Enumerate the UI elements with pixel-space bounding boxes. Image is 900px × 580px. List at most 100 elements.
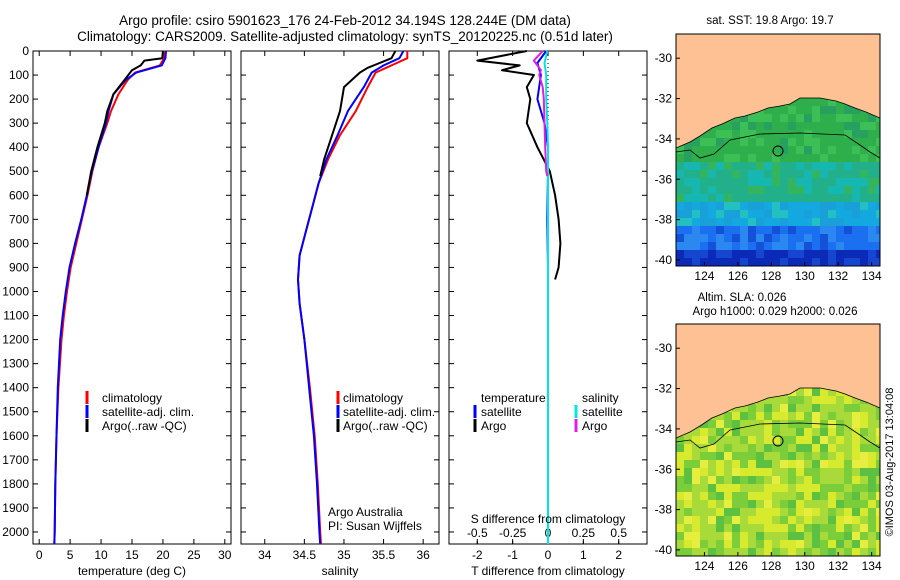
- heatmap-cell: [860, 202, 868, 210]
- heatmap-cell: [708, 170, 716, 178]
- heatmap-cell: [836, 444, 844, 452]
- heatmap-cell: [844, 242, 852, 250]
- heatmap-cell: [772, 178, 780, 186]
- lon-tick-label: 124: [694, 269, 714, 283]
- heatmap-cell: [812, 178, 820, 186]
- heatmap-cell: [716, 170, 724, 178]
- heatmap-cell: [772, 186, 780, 194]
- heatmap-cell: [756, 540, 764, 548]
- heatmap-cell: [788, 226, 796, 234]
- heatmap-cell: [780, 258, 788, 266]
- lat-tick-label: -30: [655, 51, 673, 65]
- heatmap-cell: [804, 492, 812, 500]
- heatmap-cell: [788, 138, 796, 146]
- heatmap-cell: [764, 138, 772, 146]
- heatmap-cell: [740, 130, 748, 138]
- heatmap-cell: [828, 444, 836, 452]
- heatmap-cell: [796, 532, 804, 540]
- heatmap-cell: [716, 250, 724, 258]
- heatmap-cell: [868, 540, 876, 548]
- legend-label-argo: Argo(..raw -QC): [102, 419, 187, 433]
- heatmap-cell: [740, 540, 748, 548]
- heatmap-cell: [684, 234, 692, 242]
- heatmap-cell: [828, 154, 836, 162]
- heatmap-cell: [852, 186, 860, 194]
- heatmap-cell: [812, 162, 820, 170]
- heatmap-cell: [676, 234, 684, 242]
- heatmap-cell: [860, 412, 868, 420]
- heatmap-cell: [852, 420, 860, 428]
- heatmap-cell: [780, 146, 788, 154]
- heatmap-cell: [876, 524, 880, 532]
- heatmap-cell: [780, 154, 788, 162]
- heatmap-cell: [676, 436, 684, 444]
- heatmap-cell: [852, 170, 860, 178]
- heatmap-cell: [836, 460, 844, 468]
- heatmap-cell: [852, 218, 860, 226]
- heatmap-cell: [748, 194, 756, 202]
- heatmap-cell: [724, 420, 732, 428]
- heatmap-cell: [764, 444, 772, 452]
- heatmap-cell: [804, 412, 812, 420]
- heatmap-cell: [820, 250, 828, 258]
- heatmap-cell: [756, 468, 764, 476]
- heatmap-cell: [732, 436, 740, 444]
- heatmap-cell: [796, 516, 804, 524]
- heatmap-cell: [876, 412, 880, 420]
- heatmap-cell: [796, 452, 804, 460]
- difference-xlabel-top: S difference from climatology: [471, 512, 626, 526]
- heatmap-cell: [812, 428, 820, 436]
- heatmap-cell: [868, 122, 876, 130]
- heatmap-cell: [716, 508, 724, 516]
- heatmap-cell: [844, 162, 852, 170]
- heatmap-cell: [804, 524, 812, 532]
- heatmap-cell: [868, 532, 876, 540]
- heatmap-cell: [732, 162, 740, 170]
- heatmap-cell: [724, 170, 732, 178]
- heatmap-cell: [700, 178, 708, 186]
- heatmap-cell: [764, 146, 772, 154]
- x-tick-label: 5: [67, 548, 74, 562]
- heatmap-cell: [820, 444, 828, 452]
- heatmap-cell: [732, 202, 740, 210]
- heatmap-cell: [868, 250, 876, 258]
- heatmap-cell: [764, 460, 772, 468]
- heatmap-cell: [700, 146, 708, 154]
- heatmap-cell: [796, 388, 804, 396]
- y-tick-label: 1300: [2, 357, 29, 371]
- x-tick-label: 0: [545, 548, 552, 562]
- heatmap-cell: [692, 548, 700, 556]
- heatmap-cell: [708, 500, 716, 508]
- heatmap-cell: [860, 186, 868, 194]
- heatmap-cell: [844, 194, 852, 202]
- heatmap-cell: [804, 122, 812, 130]
- heatmap-cell: [748, 452, 756, 460]
- heatmap-cell: [828, 428, 836, 436]
- heatmap-cell: [756, 404, 764, 412]
- heatmap-cell: [844, 508, 852, 516]
- heatmap-cell: [708, 162, 716, 170]
- heatmap-cell: [732, 540, 740, 548]
- heatmap-cell: [764, 436, 772, 444]
- heatmap-cell: [764, 226, 772, 234]
- heatmap-cell: [756, 114, 764, 122]
- heatmap-cell: [724, 452, 732, 460]
- temperature-legend: climatology satellite-adj. clim. Argo(..…: [85, 391, 194, 433]
- heatmap-cell: [708, 194, 716, 202]
- heatmap-cell: [772, 524, 780, 532]
- heatmap-cell: [804, 106, 812, 114]
- heatmap-cell: [740, 162, 748, 170]
- heatmap-cell: [676, 524, 684, 532]
- heatmap-cell: [852, 492, 860, 500]
- heatmap-cell: [772, 146, 780, 154]
- heatmap-cell: [812, 138, 820, 146]
- heatmap-cell: [852, 178, 860, 186]
- x-tick-label: 34: [258, 548, 272, 562]
- heatmap-cell: [756, 194, 764, 202]
- heatmap-cell: [796, 210, 804, 218]
- heatmap-cell: [748, 138, 756, 146]
- heatmap-cell: [676, 484, 684, 492]
- heatmap-cell: [868, 138, 876, 146]
- heatmap-cell: [788, 508, 796, 516]
